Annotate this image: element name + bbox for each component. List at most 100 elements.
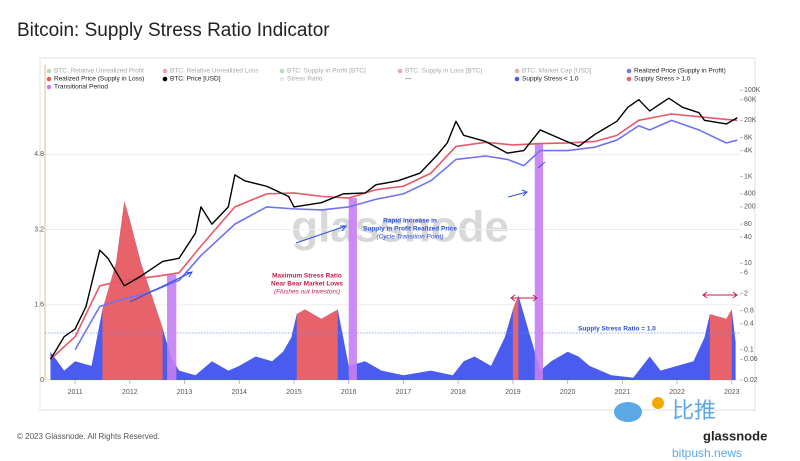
chart-title: Bitcoin: Supply Stress Ratio Indicator [17,20,330,41]
annotation-note: (Cycle Transition Point) [376,234,443,241]
x-tick-label: 2022 [669,389,685,396]
legend-swatch [397,68,403,74]
legend-label: Supply Stress > 1.0 [634,76,691,83]
repost-mark: 比推 [672,398,716,423]
x-tick-label: 2014 [231,389,247,396]
legend-swatch [46,76,52,82]
legend-item: Realized Price (Supply in Loss) [46,76,144,83]
y2-tick-label: 0.1 [744,347,754,354]
legend-label: BTC: Relative Unrealized Profit [54,68,144,75]
x-tick-label: 2020 [560,389,576,396]
y-tick-label: 3.2 [34,226,44,233]
price-line [49,113,738,360]
watermark: glassnode [291,203,509,252]
transitional-period [167,274,177,380]
legend-item: Supply Stress > 1.0 [626,76,691,83]
y2-tick-label: 20K [744,117,757,124]
y2-tick-label: 100K [744,87,761,94]
legend-swatch [46,68,52,74]
legend-item: BTC: Supply in Loss [BTC] [397,68,482,75]
legend-label: BTC: Supply in Loss [BTC] [405,68,482,75]
legend-swatch [626,68,632,74]
y2-tick-label: 60K [744,97,757,104]
brand-logo: glassnode [703,428,767,443]
footer: © 2023 Glassnode. All Rights Reserved. [17,432,160,441]
y-tick-label: 1.6 [34,302,44,309]
legend-swatch [514,68,520,74]
legend-item: BTC: Supply in Profit [BTC] [279,68,366,75]
plot-frame [39,57,756,411]
arrows [129,161,738,303]
legend-label: Realized Price (Supply in Loss) [54,76,144,83]
legend-item: Stress Ratio [279,76,323,83]
legend-item: BTC: Relative Unrealized Profit [46,68,144,75]
annotation: Supply Stress Ratio = 1.0 [578,326,656,333]
stress-high-area [709,309,732,380]
y2-tick-label: 0.06 [744,356,758,363]
legend-item: BTC: Relative Unrealized Loss [162,68,259,75]
annotation-note: (Flushes out Investors) [274,289,340,296]
annotation: Near Bear Market Lows [271,281,343,288]
x-tick-label: 2021 [615,389,631,396]
x-tick-label: 2023 [724,389,740,396]
y2-tick-label: 8K [744,134,753,141]
legend-item: Transitional Period [46,84,108,91]
legend-label: BTC: Price [USD] [170,76,221,83]
stress-high-area [102,201,163,380]
legend-label: Realized Price (Supply in Profit) [634,68,726,75]
y2-tick-label: 1K [744,173,753,180]
repost-icon [614,397,664,422]
price-line [49,97,738,360]
y2-tick-label: 40 [744,234,752,241]
legend-swatch [46,84,52,90]
x-tick-label: 2019 [505,389,521,396]
transitional-period [534,143,543,380]
legend-swatch [279,76,285,82]
y2-tick-label: 80 [744,221,752,228]
x-tick-label: 2017 [396,389,412,396]
y2-tick-label: 0.4 [744,321,754,328]
legend-swatch [626,76,632,82]
x-tick-label: 2015 [286,389,302,396]
stress-high-area [296,309,338,380]
x-tick-label: 2012 [122,389,138,396]
y2-tick-label: 0.02 [744,377,758,384]
transitional-period [348,198,357,380]
repost-url: bitpush.news [672,446,742,460]
legend-item: BTC: Price [USD] [162,76,221,83]
y2-tick-label: 10 [744,260,752,267]
y-tick-label: 0 [40,377,44,384]
annotation: Supply in Profit Realized Price [363,226,457,233]
legend-swatch [162,68,168,74]
legend-item: --- [405,76,412,83]
legend-label: Supply Stress < 1.0 [522,76,579,83]
y2-tick-label: 6 [744,270,748,277]
legend-item: BTC: Market Cap [USD] [514,68,592,75]
legend: BTC: Relative Unrealized Profit BTC: Rela… [46,68,726,91]
y-tick-label: 4.8 [34,151,44,158]
price-line [74,119,738,351]
y2-tick-label: 0.8 [744,308,754,315]
legend-label: Stress Ratio [287,76,323,83]
x-tick-label: 2011 [68,389,83,396]
plot-area: 0 1.6 3.2 4.8 0.02 0.06 0.1 0.4 0.8 2 6 10 40 80 200 40… [34,65,761,396]
legend-swatch [162,76,168,82]
legend-label: BTC: Relative Unrealized Loss [170,68,259,75]
stress-high-area [512,295,519,380]
y2-tick-label: 200 [744,204,756,211]
y2-tick-label: 4K [744,147,753,154]
legend-swatch [514,76,520,82]
annotation: Maximum Stress Ratio [272,273,342,280]
annotation: Rapid Increase in [383,218,437,225]
legend-item: Realized Price (Supply in Profit) [626,68,726,75]
legend-label: Transitional Period [54,84,108,91]
x-tick-label: 2018 [450,389,466,396]
y2-tick-label: 400 [744,191,756,198]
legend-label: BTC: Supply in Profit [BTC] [287,68,366,75]
x-tick-label: 2013 [177,389,193,396]
legend-item: Supply Stress < 1.0 [514,76,579,83]
legend-label: --- [405,76,412,83]
legend-swatch [279,68,285,74]
x-tick-label: 2016 [341,389,357,396]
